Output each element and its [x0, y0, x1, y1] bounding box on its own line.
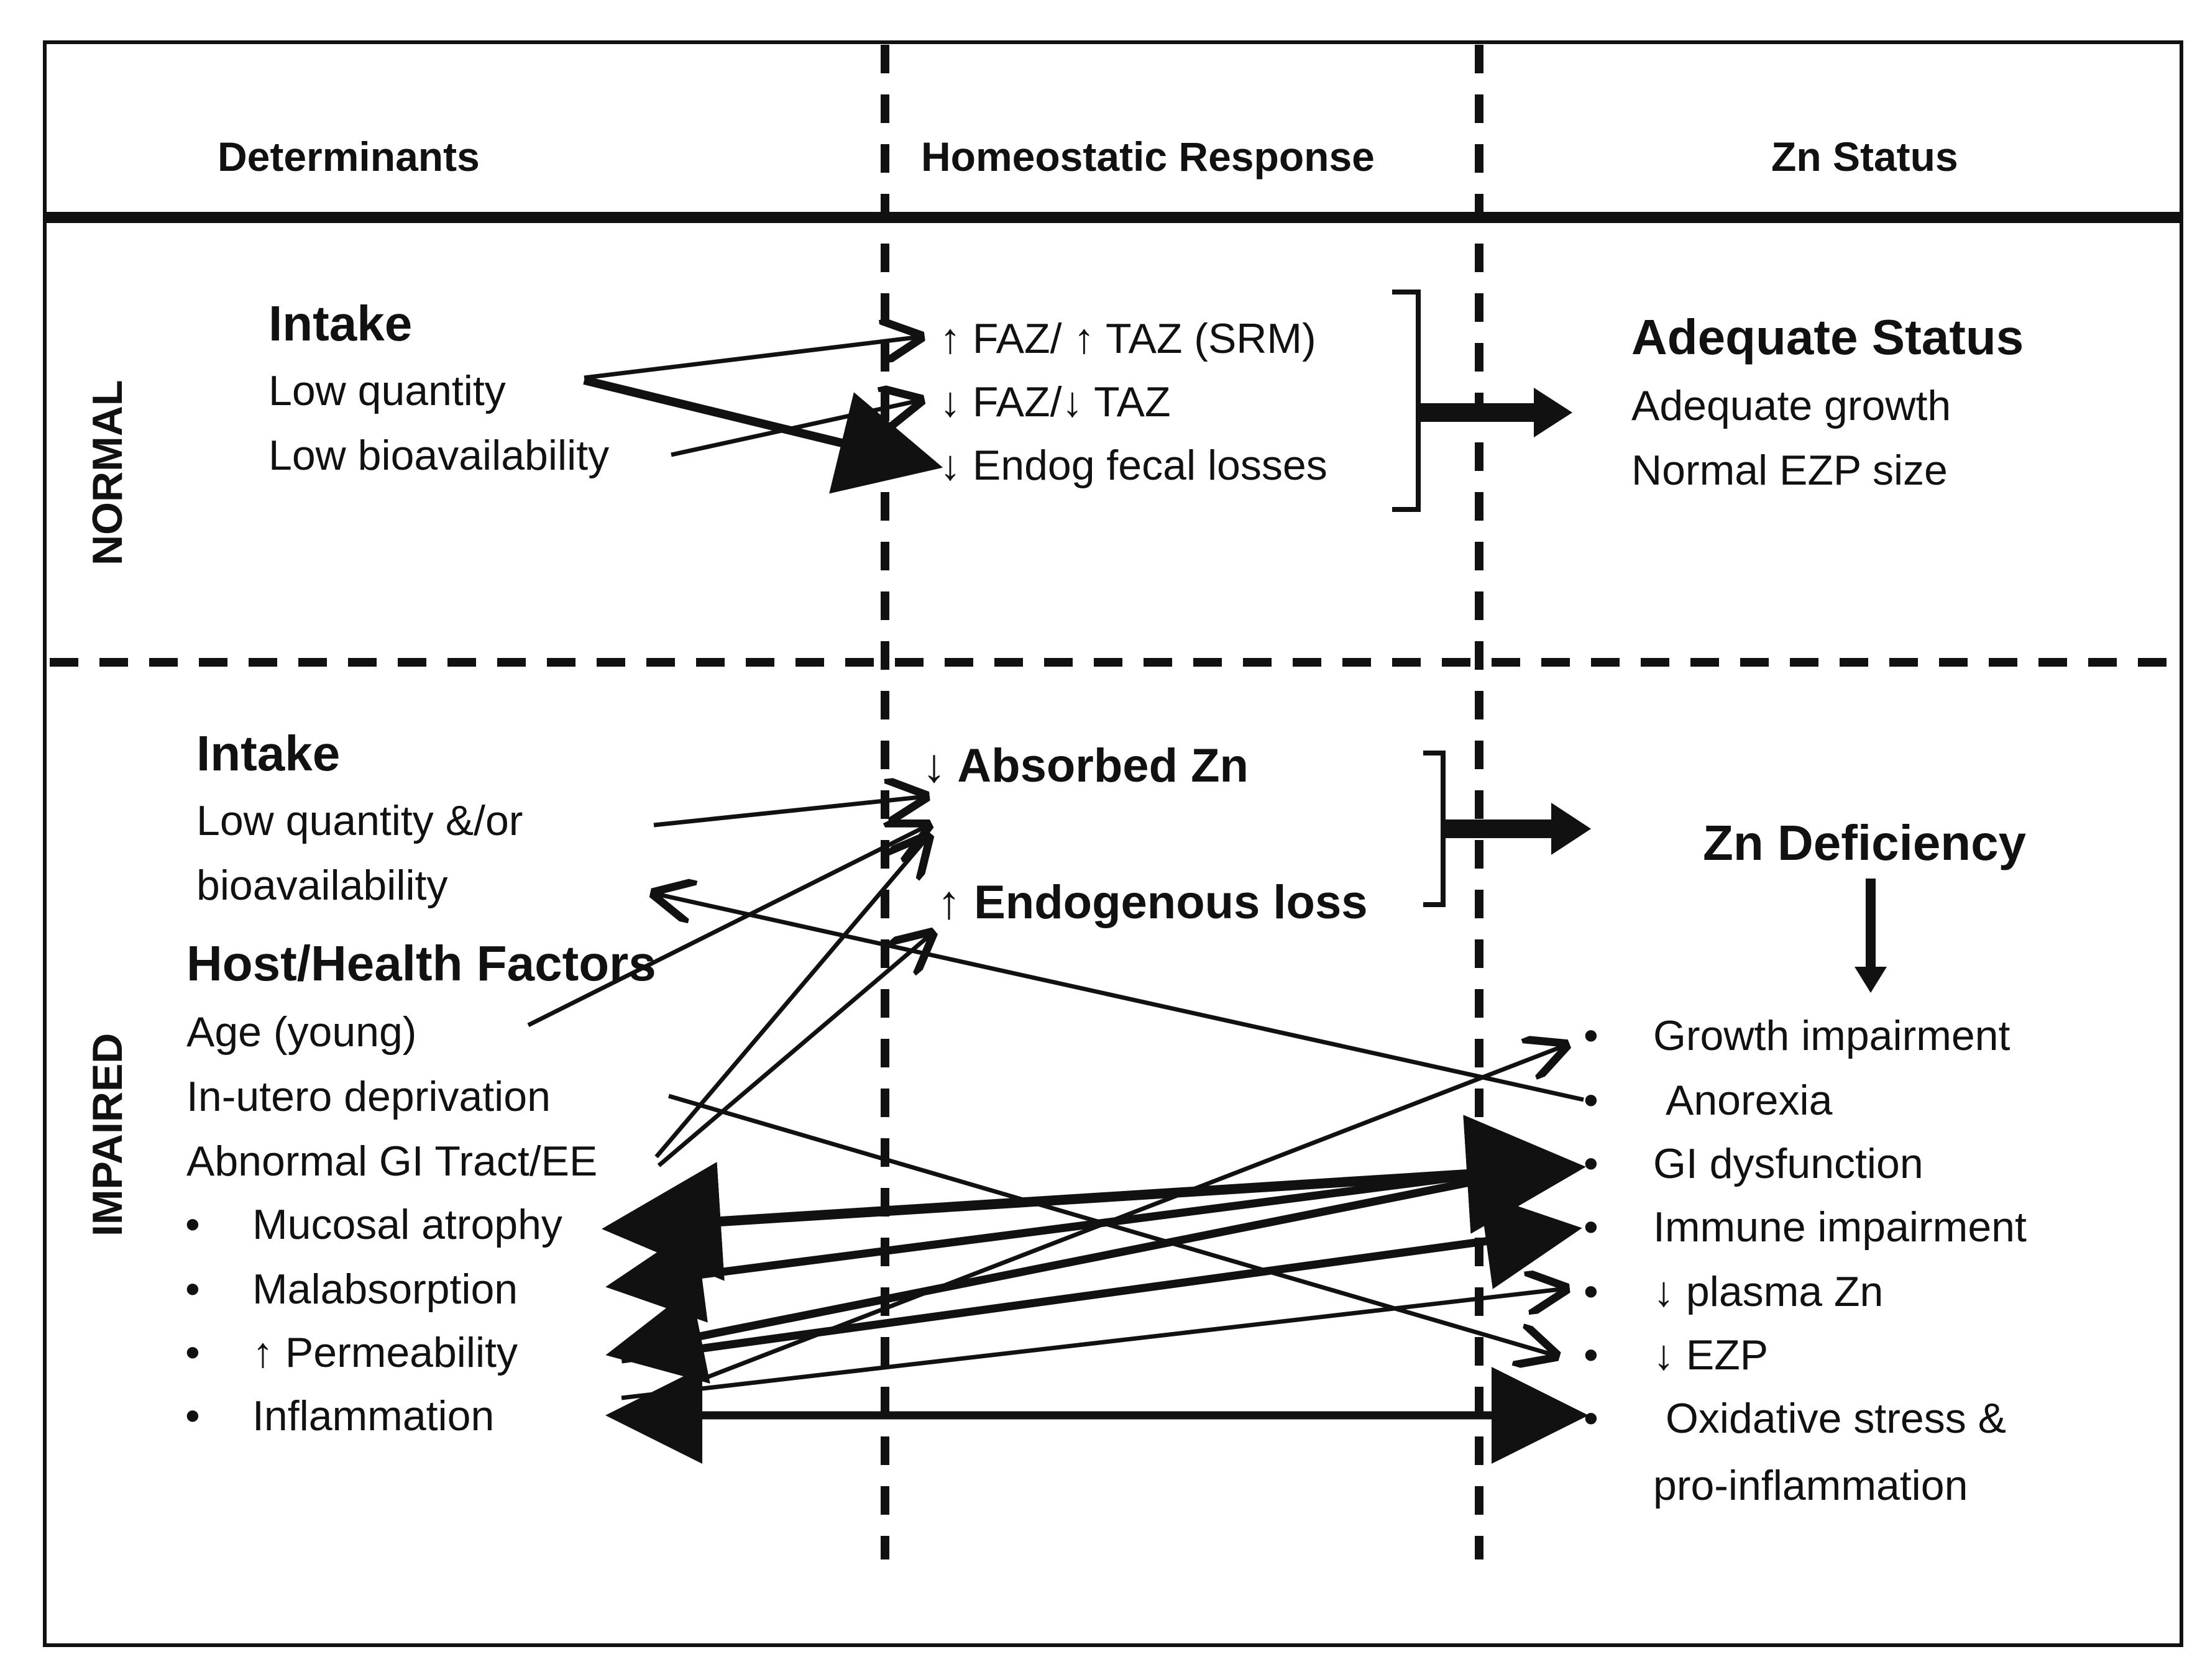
header-homeostatic-response: Homeostatic Response [921, 134, 1375, 180]
outcome-item: Immune impairment [1653, 1203, 2027, 1251]
normal-intake-item: Low bioavailability [268, 432, 609, 479]
impaired-intake-item: Low quantity &/or [196, 797, 523, 844]
outcome-item: Anorexia [1666, 1077, 1833, 1124]
gi-bullet: • [185, 1266, 200, 1313]
outcome-item: ↓ EZP [1653, 1331, 1768, 1379]
normal-status-title: Adequate Status [1631, 309, 2024, 365]
outcome-bullet: • [1584, 1203, 1598, 1251]
outcome-bullet: • [1584, 1140, 1598, 1187]
normal-status-item: Normal EZP size [1631, 447, 1948, 494]
outcome-bullet: • [1584, 1395, 1598, 1442]
normal-arrow-quantity-to-fecal [583, 376, 943, 494]
normal-response-item: ↑ FAZ/ ↑ TAZ (SRM) [940, 315, 1316, 362]
outcome-bullet: • [1584, 1077, 1598, 1124]
normal-intake-title: Intake [268, 296, 412, 351]
gi-subitem: ↑ Permeability [252, 1329, 518, 1376]
normal-status-item: Adequate growth [1631, 382, 1951, 429]
gi-bullet: • [185, 1201, 200, 1248]
header-determinants: Determinants [218, 134, 480, 180]
normal-arrow-quantity-to-faz-up [584, 337, 921, 380]
row-label-normal: NORMAL [84, 380, 131, 565]
gi-bullet: • [185, 1329, 200, 1376]
gi-subitem: Inflammation [252, 1392, 494, 1440]
normal-response-item: ↓ FAZ/↓ TAZ [940, 378, 1171, 426]
arrow-age-to-absorbed [527, 825, 928, 1028]
outcome-bullet: • [1584, 1012, 1598, 1059]
arrow-gi-dysfunction-to-permeability [605, 1166, 1530, 1384]
normal-intake-item: Low quantity [268, 367, 506, 414]
gi-subitem: Mucosal atrophy [252, 1201, 562, 1248]
host-factors-title: Host/Health Factors [186, 936, 656, 991]
normal-arrow-bioavailability-to-faz-down [671, 400, 921, 457]
impaired-intake-item: bioavailability [196, 862, 447, 909]
outcome-bullet: • [1584, 1331, 1598, 1379]
outcome-item: ↓ plasma Zn [1653, 1268, 1883, 1315]
outcome-bullet: • [1584, 1268, 1598, 1315]
host-factor-item: In-utero deprivation [186, 1073, 551, 1120]
header-zn-status: Zn Status [1771, 134, 1958, 180]
arrow-gi-dysfunction-to-mucosal-atrophy [602, 1115, 1586, 1281]
arrow-gi-dysfunction-to-malabsorption [605, 1164, 1529, 1323]
normal-response-item: ↓ Endog fecal losses [940, 442, 1327, 489]
arrow-gi-tract-to-endogenous [657, 933, 932, 1167]
impaired-response-bracket [1423, 751, 1446, 907]
outcome-item: Growth impairment [1653, 1012, 2010, 1059]
normal-response-bracket [1392, 290, 1421, 512]
arrow-anorexia-to-intake [654, 893, 1584, 1102]
host-factor-item: Abnormal GI Tract/EE [186, 1138, 597, 1185]
row-label-impaired: IMPAIRED [84, 1033, 131, 1236]
arrow-permeability-to-immune [621, 1193, 1582, 1364]
outcome-item: Oxidative stress & [1666, 1395, 2006, 1442]
impaired-response-item: ↑ Endogenous loss [937, 876, 1368, 929]
gi-bullet: • [185, 1392, 200, 1440]
normal-status-arrow-head [1534, 388, 1572, 437]
arrow-intake-to-absorbed [653, 797, 926, 828]
impaired-status-arrow-head [1551, 803, 1591, 855]
diagram-frame [43, 40, 2183, 1647]
outcome-item: pro-inflammation [1653, 1462, 1968, 1509]
impaired-response-item: ↓ Absorbed Zn [922, 739, 1249, 792]
outcome-item: GI dysfunction [1653, 1140, 1923, 1187]
impaired-intake-title: Intake [196, 726, 340, 781]
gi-subitem: Malabsorption [252, 1266, 518, 1313]
zn-deficiency-title: Zn Deficiency [1703, 815, 2027, 870]
host-factor-item: Age (young) [186, 1008, 416, 1056]
deficiency-down-arrow-head [1855, 967, 1887, 993]
